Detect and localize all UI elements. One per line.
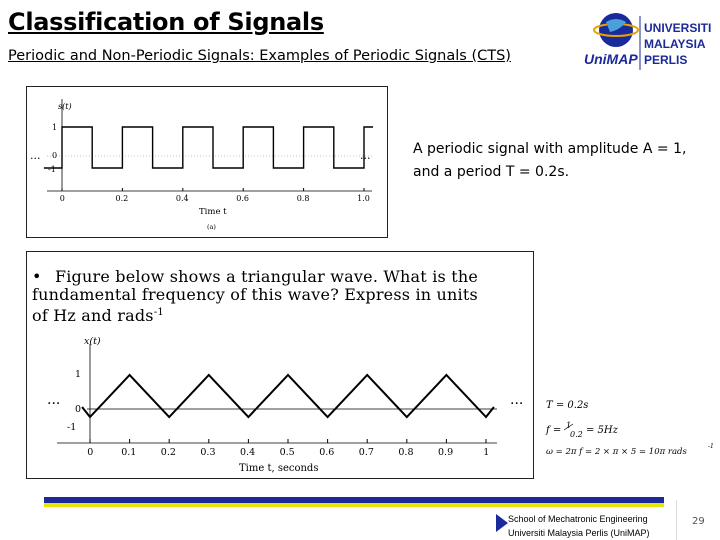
- square-wave-plot: s(t) 1 0 -1 ... ... 0 0.2 0.4 0.6 0.8 1.0 Tim…: [30, 99, 374, 231]
- solution-period: T = 0.2s: [546, 400, 588, 411]
- x-tick-label: 0.6: [236, 194, 249, 203]
- unimap-logo: UniMAP UNIVERSITI MALAYSIA PERLIS: [584, 13, 711, 70]
- ellipsis-right: ...: [360, 149, 371, 162]
- solution-frequency-rhs: = 5Hz: [586, 425, 619, 436]
- ellipsis-left: ...: [30, 149, 41, 162]
- y-tick-label: 0: [52, 151, 57, 160]
- logo-line1: UNIVERSITI: [644, 21, 711, 35]
- logo-brand: UniMAP: [584, 51, 638, 67]
- y-tick-label: 0: [75, 404, 81, 415]
- question-sup: -1: [153, 307, 164, 318]
- x-tick-label: 0.1: [121, 447, 136, 458]
- solution-angular-sup: -1: [708, 443, 714, 450]
- y-tick-label: -1: [48, 165, 56, 174]
- logo-line3: PERLIS: [644, 53, 687, 67]
- figure-sub-label: (a): [207, 223, 216, 231]
- x-tick-label: 0.2: [116, 194, 129, 203]
- footer-arrow-icon: [496, 514, 508, 532]
- footer-line: School of Mechatronic Engineering: [508, 514, 648, 524]
- y-axis-label: s(t): [58, 102, 72, 111]
- caption-line: A periodic signal with amplitude A = 1,: [413, 141, 687, 157]
- x-tick-label: 0.3: [200, 447, 215, 458]
- x-tick-label: 0.4: [240, 447, 255, 458]
- slide-title: Classification of Signals: [8, 8, 324, 36]
- triangle-wave-figure: x(t) 1 0 -1 ... ... 0 0.1 0.2 0.3 0.4 0.5 0.6 0…: [26, 251, 534, 479]
- x-tick-label: 0.7: [359, 447, 374, 458]
- square-wave-figure: s(t) 1 0 -1 ... ... 0 0.2 0.4 0.6 0.8 1.0 Tim…: [26, 86, 388, 238]
- x-tick-label: 0.2: [161, 447, 176, 458]
- x-tick-label: 0: [87, 447, 93, 458]
- square-wave-caption: A periodic signal with amplitude A = 1, …: [413, 138, 713, 184]
- page-number: 29: [692, 516, 705, 527]
- solution-frequency-den: 0.2: [570, 430, 583, 439]
- x-tick-label: 1: [483, 447, 489, 458]
- x-tick-label: 0.5: [280, 447, 295, 458]
- x-tick-label: 0.6: [319, 447, 334, 458]
- question-text: Figure below shows a triangular wave. Wh…: [32, 267, 479, 326]
- y-tick-label: 1: [75, 369, 81, 380]
- bullet-marker: •: [32, 267, 42, 286]
- page-number-box: [676, 500, 720, 540]
- ellipsis-right: ...: [510, 392, 523, 408]
- solution-frequency-num: 1: [566, 421, 571, 430]
- triangle-wave-line: [81, 373, 495, 419]
- logo-line2: MALAYSIA: [644, 37, 706, 51]
- solution-angular-frequency: ω = 2π f = 2 × π × 5 = 10π rads: [546, 447, 687, 457]
- solution-frequency-lhs: f =: [545, 425, 561, 436]
- footer-bar-accent: [44, 503, 664, 507]
- footer-text: School of Mechatronic Engineering Univer…: [508, 512, 650, 540]
- x-tick-label: 1.0: [357, 194, 370, 203]
- slide-subtitle: Periodic and Non-Periodic Signals: Examp…: [8, 48, 511, 64]
- solution-block: T = 0.2s f = 1 0.2 = 5Hz ω = 2π f = 2 × …: [545, 400, 714, 457]
- caption-line: and a period T = 0.2s.: [413, 164, 570, 180]
- x-axis-label: Time t: [199, 207, 227, 217]
- x-tick-label: 0.8: [297, 194, 310, 203]
- footer-bar: [44, 497, 664, 503]
- question-bullet: • Figure below shows a triangular wave. …: [32, 267, 482, 326]
- x-tick-label: 0.4: [176, 194, 189, 203]
- triangle-wave-plot: x(t) 1 0 -1 ... ... 0 0.1 0.2 0.3 0.4 0.5 0.6 0…: [47, 336, 523, 474]
- x-axis-label: Time t, seconds: [239, 463, 318, 474]
- x-tick-label: 0.8: [398, 447, 413, 458]
- x-tick-label: 0.9: [438, 447, 453, 458]
- ellipsis-left: ...: [47, 392, 60, 408]
- footer-line: Universiti Malaysia Perlis (UniMAP): [508, 528, 650, 538]
- y-tick-label: -1: [67, 422, 76, 433]
- square-wave-line: [43, 126, 374, 169]
- x-tick-label: 0: [60, 194, 65, 203]
- y-tick-label: 1: [52, 123, 57, 132]
- y-axis-label: x(t): [84, 336, 101, 347]
